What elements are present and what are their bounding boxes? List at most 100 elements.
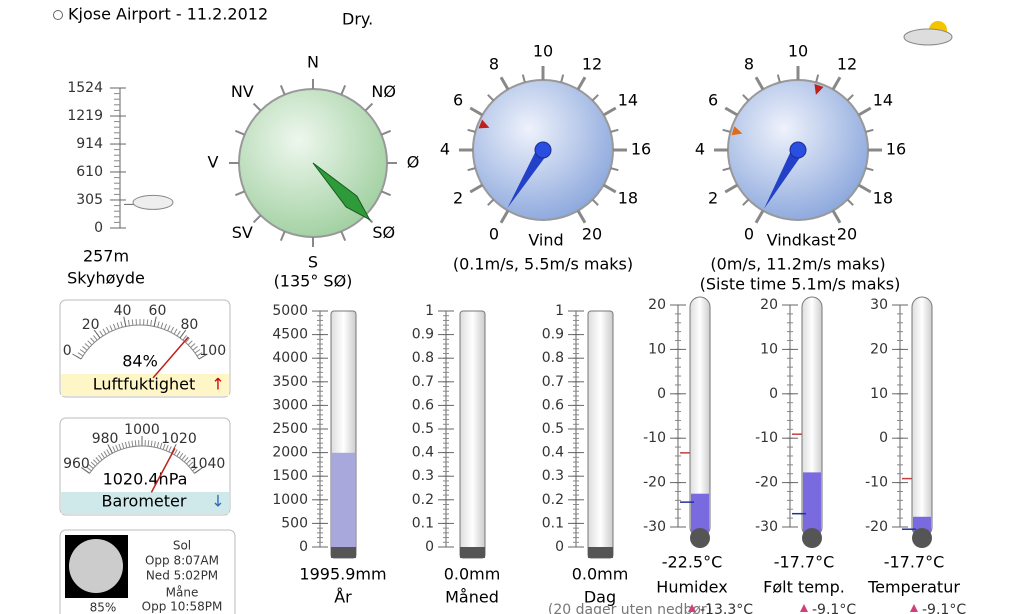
- tick-label: -10: [865, 475, 888, 491]
- minor-tick: [173, 449, 178, 455]
- minor-tick: [146, 319, 149, 326]
- value: -22.5°C: [662, 553, 723, 572]
- high-label: -13.3°C: [700, 602, 753, 614]
- compass-tick: [235, 190, 246, 197]
- minor-tick: [192, 346, 198, 351]
- minor-tick: [153, 441, 156, 448]
- tick-label: 0.8: [412, 350, 434, 366]
- compass-tick: [364, 102, 374, 112]
- minor-tick: [134, 440, 137, 447]
- minor-tick: [77, 352, 84, 357]
- minor-tick: [131, 440, 134, 447]
- tick-label: -30: [755, 519, 778, 535]
- minor-tick: [487, 94, 495, 102]
- tick-label: 0.6: [542, 397, 564, 413]
- tick-label: 960: [63, 456, 90, 472]
- tick-label: 2: [453, 189, 463, 208]
- minor-tick: [150, 319, 153, 326]
- barometer-label: Barometer: [102, 492, 187, 511]
- tick-label: 10: [533, 42, 553, 61]
- tick: [123, 316, 127, 327]
- tick: [857, 183, 872, 194]
- tick-label: 0.1: [542, 515, 564, 531]
- tick: [576, 76, 587, 91]
- tick: [72, 353, 82, 360]
- compass-tick: [279, 85, 286, 96]
- minor-tick: [187, 340, 193, 346]
- tube: [587, 310, 614, 559]
- minor-tick: [190, 343, 196, 348]
- tick-label: 0.9: [412, 327, 434, 343]
- gauge-label: Vind: [528, 231, 563, 250]
- tick-label: 0: [489, 224, 499, 243]
- minor-tick: [192, 466, 198, 472]
- tick-label: 0.5: [542, 421, 564, 437]
- minor-tick: [90, 337, 95, 343]
- tick-label: 3000: [272, 397, 308, 413]
- tick-label: 0: [94, 220, 103, 236]
- moon: [69, 539, 123, 593]
- minor-tick: [722, 128, 731, 133]
- tick-label: 305: [76, 192, 103, 208]
- tick: [81, 467, 90, 474]
- tick: [499, 76, 510, 91]
- tick: [602, 106, 617, 117]
- gauge-arc: [80, 324, 200, 360]
- high-label: -9.1°C: [922, 602, 966, 614]
- minor-tick: [115, 444, 119, 451]
- minor-tick: [156, 441, 160, 448]
- minor-tick: [846, 94, 854, 102]
- tick-label: 30: [870, 297, 888, 313]
- label: Følt temp.: [763, 578, 845, 597]
- value: 0.0mm: [572, 565, 629, 584]
- tick-label: 0: [299, 539, 308, 555]
- tick-label: -20: [755, 475, 778, 491]
- minor-tick: [84, 343, 90, 348]
- cloud: [132, 194, 174, 210]
- barometer-trend: ↓: [211, 492, 224, 511]
- tick-label: 0.7: [412, 374, 434, 390]
- high-icon: [800, 604, 808, 612]
- minor-tick: [87, 340, 93, 346]
- tick-label: 0.2: [542, 492, 564, 508]
- tick-label: 14: [618, 91, 638, 110]
- tick-label: 0.6: [412, 397, 434, 413]
- tick-label: 14: [873, 91, 893, 110]
- tick-label: 1000: [124, 422, 160, 438]
- caption: (0.1m/s, 5.5m/s maks): [453, 255, 633, 274]
- compass-label: S: [308, 253, 318, 272]
- minor-tick: [168, 446, 172, 453]
- tick-label: 6: [708, 91, 718, 110]
- needle-hub: [789, 141, 807, 159]
- tick-label: 8: [744, 55, 754, 74]
- tick-label: -30: [643, 519, 666, 535]
- tick-label: 1020: [161, 431, 197, 447]
- compass-tick: [252, 102, 262, 112]
- minor-tick: [521, 74, 526, 83]
- label: Dag: [584, 588, 616, 607]
- tick-label: 2500: [272, 421, 308, 437]
- moon-phase: 85%: [90, 601, 117, 614]
- label: Skyhøyde: [67, 269, 145, 288]
- bulb: [802, 528, 822, 548]
- compass-label: N: [307, 53, 319, 72]
- minor-tick: [118, 443, 122, 450]
- minor-tick: [88, 464, 94, 469]
- tick-label: 4000: [272, 350, 308, 366]
- compass-label: NV: [231, 82, 254, 101]
- minor-tick: [846, 198, 854, 206]
- minor-tick: [194, 349, 201, 354]
- tick-label: 16: [886, 140, 906, 159]
- tick: [754, 76, 765, 91]
- tick-label: 40: [114, 303, 132, 319]
- minor-tick: [186, 459, 191, 465]
- compass-tick: [340, 230, 347, 241]
- title: Kjose Airport - 11.2.2012: [68, 5, 268, 24]
- compass-label: SØ: [372, 223, 395, 242]
- max-marker: [478, 119, 490, 129]
- minor-tick: [159, 442, 163, 449]
- note: (20 dager uten nedbør): [548, 602, 712, 614]
- minor-tick: [722, 167, 731, 172]
- tick-label: 10: [788, 42, 808, 61]
- value: 257m: [83, 247, 129, 266]
